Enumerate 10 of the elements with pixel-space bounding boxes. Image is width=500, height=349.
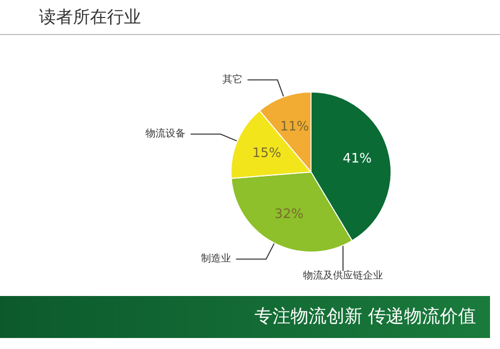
data-label: 32% [274, 207, 304, 222]
slice-label: 物流设备 [146, 128, 186, 140]
slice-label: 制造业 [201, 252, 232, 265]
slice-label: 物流及供应链企业 [303, 270, 383, 282]
slice-label: 其它 [222, 73, 242, 86]
data-label: 11% [280, 119, 310, 134]
data-label: 15% [252, 146, 282, 161]
text: 专注物流创新 传递物流价值 [254, 305, 476, 328]
data-label: 41% [342, 152, 372, 167]
chart-title: 读者所在行业 [39, 8, 141, 28]
